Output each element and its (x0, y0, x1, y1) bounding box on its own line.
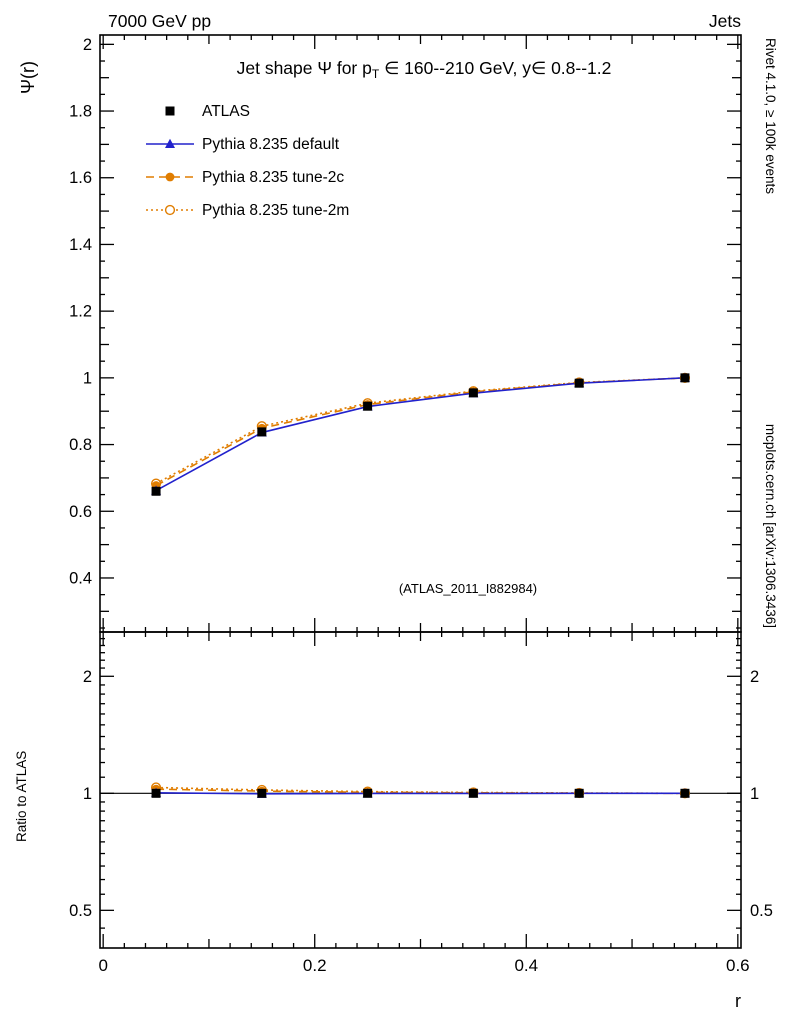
data-point-square (257, 427, 267, 437)
main-panel-series (150, 372, 691, 496)
rivet-version-note: Rivet 4.1.0, ≥ 100k events (763, 38, 778, 194)
plot-title: Jet shape Ψ for pT ∈ 160--210 GeV, y∈ 0.… (237, 58, 612, 81)
main-y-axis-title: Ψ(r) (18, 61, 38, 94)
series-line (155, 377, 685, 492)
axis-tick-label: 0.5 (69, 902, 92, 920)
axis-tick-label: 0.8 (69, 436, 92, 454)
main-panel-frame (99, 34, 742, 633)
axis-tick-label: 2 (83, 668, 92, 686)
series-line (156, 788, 685, 795)
analysis-id-watermark: (ATLAS_2011_I882984) (399, 581, 537, 596)
plot-title-pre: Jet shape Ψ for p (237, 58, 372, 78)
data-point-open-circle (164, 204, 176, 216)
data-point-square (468, 388, 478, 398)
axis-tick-label: 1.6 (69, 169, 92, 187)
data-point-square (165, 106, 175, 116)
data-point-circle (165, 172, 175, 182)
legend-entry-label: ATLAS (202, 103, 250, 120)
x-axis-title: r (735, 991, 741, 1011)
axis-tick-label: 1 (83, 369, 92, 387)
axis-tick-label: 0 (98, 956, 107, 975)
data-point-square (151, 788, 161, 798)
plot-title-subscript: T (372, 67, 380, 81)
data-point-square (680, 788, 690, 798)
header-beam-label: 7000 GeV pp (108, 11, 211, 31)
data-point-square (468, 788, 478, 798)
legend-entry-label: Pythia 8.235 default (202, 136, 340, 153)
legend: ATLAS Pythia 8.235 default Pythia 8.235 tu… (146, 103, 349, 219)
axis-tick-label: 0.4 (69, 569, 92, 587)
axis-tick-label: 1.8 (69, 103, 92, 121)
data-point-square (574, 788, 584, 798)
mcplots-arxiv-note: mcplots.cern.ch [arXiv:1306.3436] (763, 424, 778, 628)
series-line (156, 792, 685, 795)
ratio-panel-series (100, 782, 741, 799)
axis-tick-label: 0.4 (514, 956, 538, 975)
axis-tick-label: 2 (750, 668, 759, 686)
legend-entry-label: Pythia 8.235 tune-2m (202, 202, 349, 219)
axis-tick-label: 0.2 (303, 956, 327, 975)
axis-tick-label: 0.6 (726, 956, 750, 975)
axis-tick-label: 1.2 (69, 303, 92, 321)
series-line (155, 377, 685, 487)
data-point-square (363, 401, 373, 411)
axis-tick-label: 1 (750, 785, 759, 803)
data-point-square (680, 373, 690, 383)
series-line (155, 377, 685, 485)
data-point-triangle (165, 138, 175, 148)
axis-ticks: 0 0.2 0.4 0.6 0.4 0.6 0.8 1 1.2 1.4 1.6 1.8 2 0.5 0.5 1… (69, 35, 773, 975)
data-point-square (363, 788, 373, 798)
data-point-square (574, 378, 584, 388)
axis-tick-label: 1.4 (69, 236, 92, 254)
data-point-square (257, 788, 267, 798)
axis-tick-label: 0.5 (750, 902, 773, 920)
axis-tick-label: 0.6 (69, 503, 92, 521)
legend-entry-label: Pythia 8.235 tune-2c (202, 169, 344, 186)
ratio-y-axis-title: Ratio to ATLAS (14, 751, 29, 842)
plot-title-post: ∈ 160--210 GeV, y∈ 0.8--1.2 (379, 58, 611, 78)
axis-tick-label: 2 (83, 36, 92, 54)
ratio-panel-frame (99, 631, 742, 949)
data-point-square (151, 486, 161, 496)
header-analysis-label: Jets (709, 11, 741, 31)
axis-tick-label: 1 (83, 785, 92, 803)
